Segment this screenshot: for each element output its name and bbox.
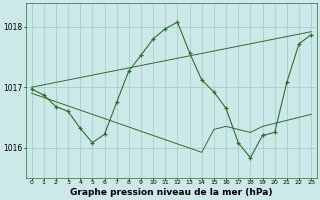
- X-axis label: Graphe pression niveau de la mer (hPa): Graphe pression niveau de la mer (hPa): [70, 188, 273, 197]
